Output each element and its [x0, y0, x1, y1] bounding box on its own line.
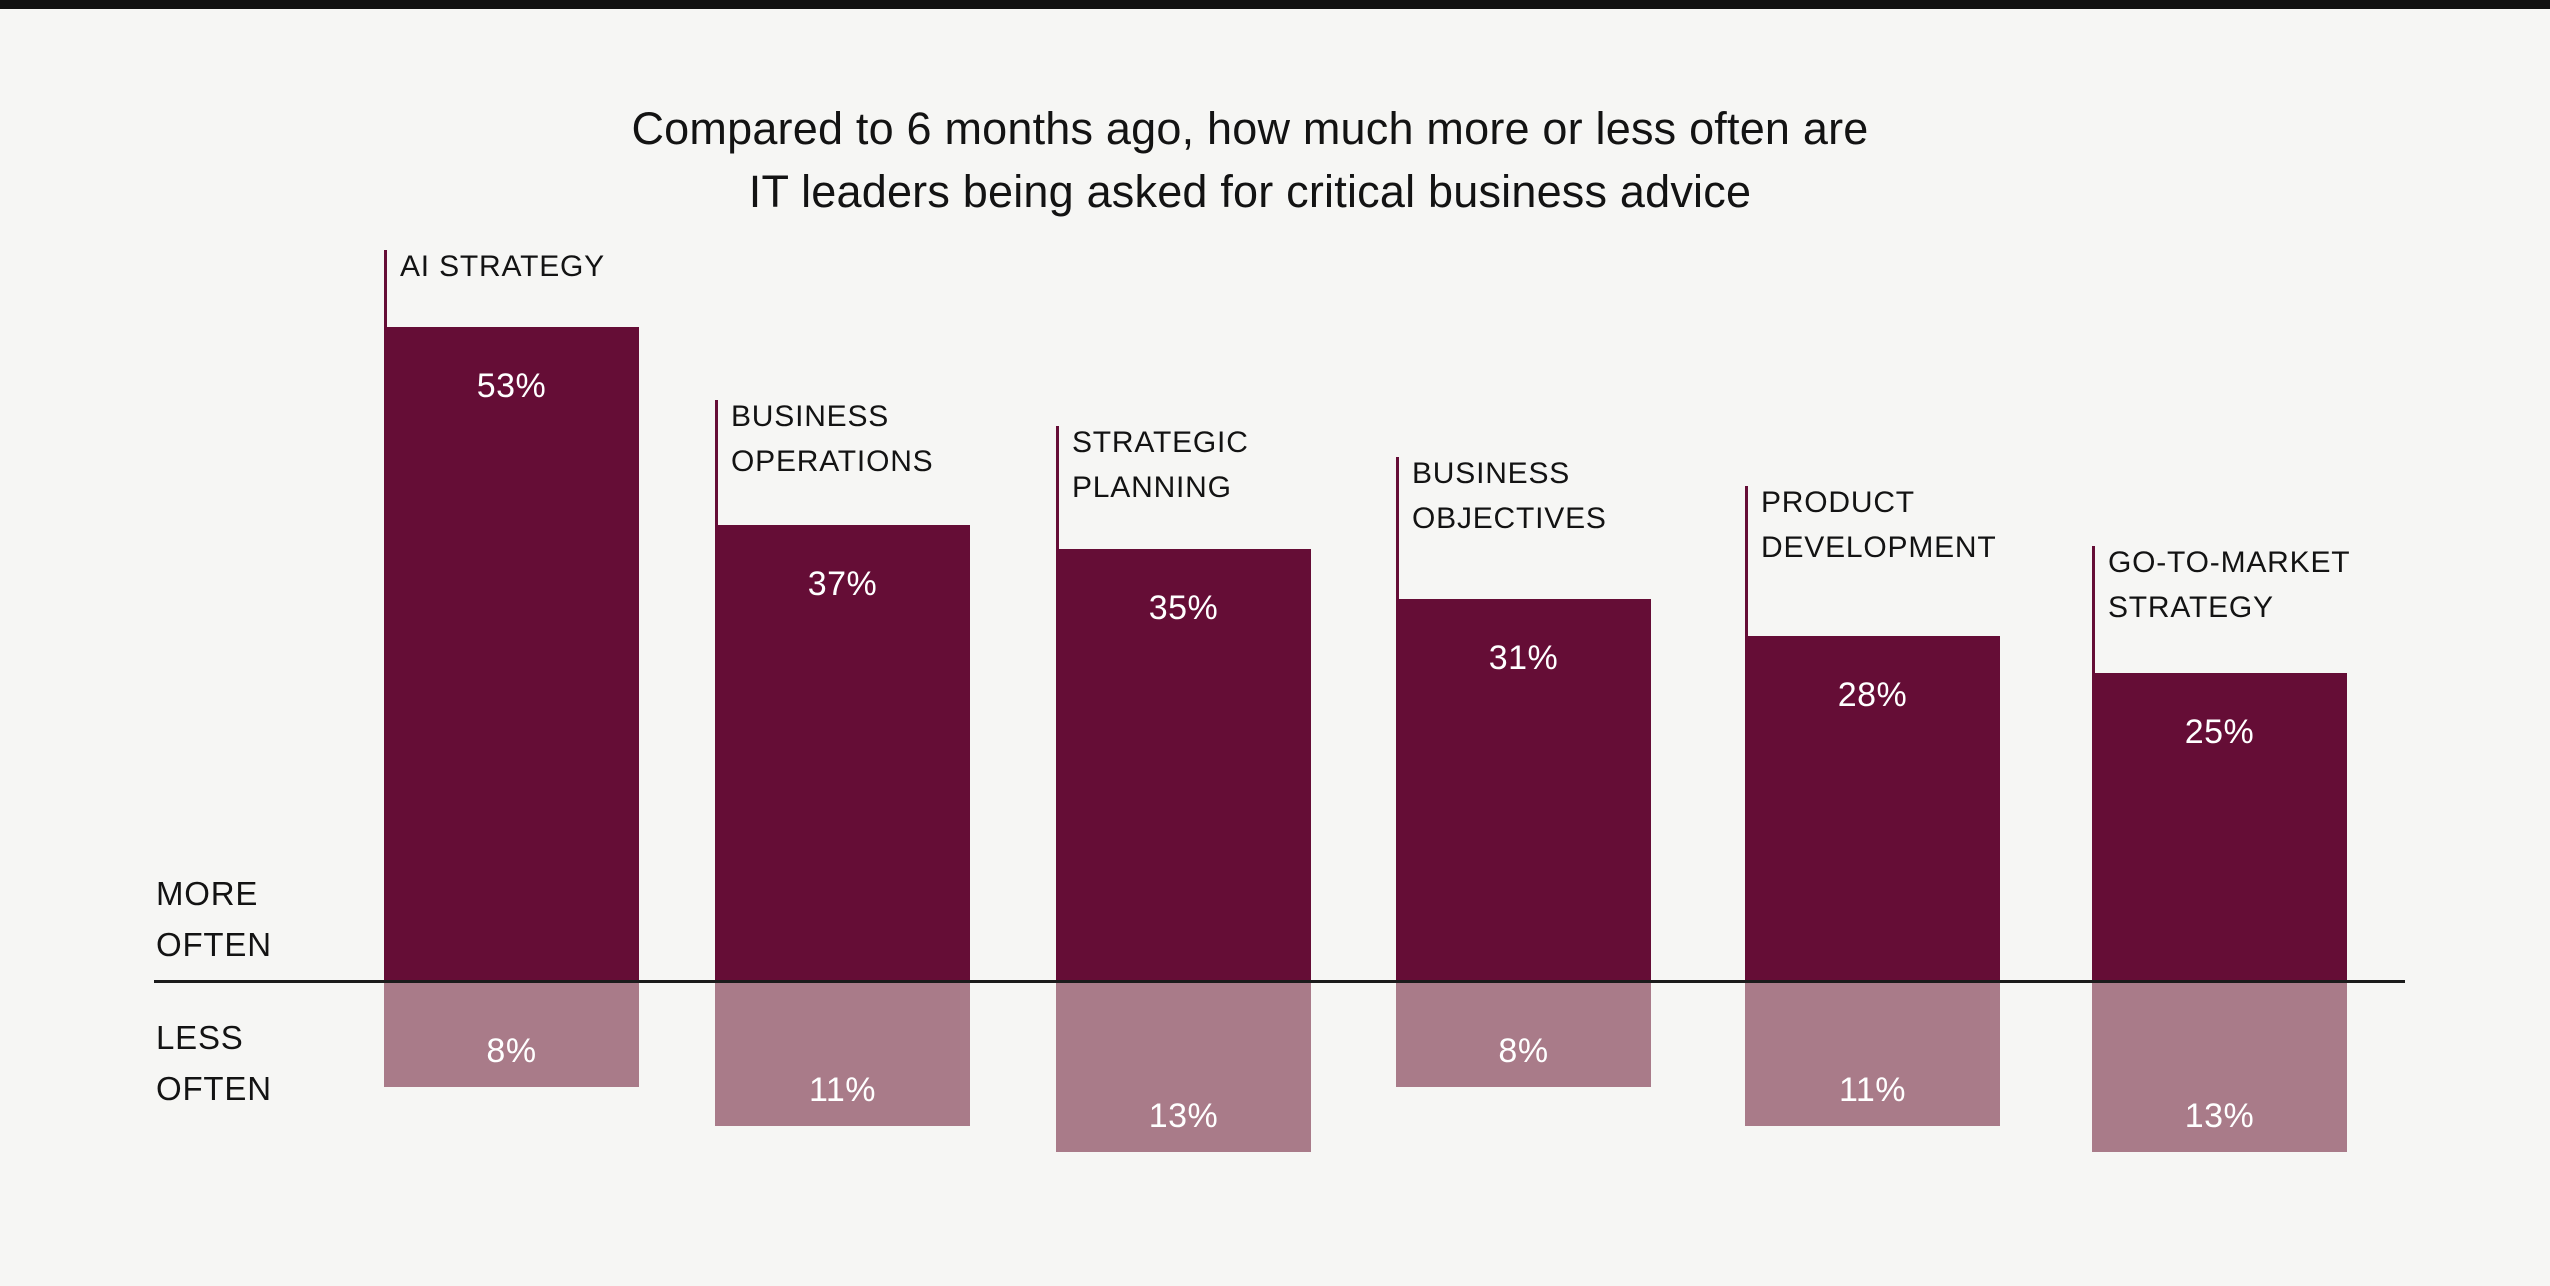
category-label: STRATEGIC PLANNING — [1072, 426, 1249, 504]
bar-more-often: 25% — [2092, 673, 2347, 980]
top-border-bar — [0, 0, 2550, 9]
chart-title: Compared to 6 months ago, how much more … — [0, 97, 2500, 223]
category-label: BUSINESS OPERATIONS — [731, 400, 934, 478]
category-tick — [1745, 486, 1748, 636]
bar-less-value: 11% — [1838, 1071, 1907, 1109]
chart-title-line1: Compared to 6 months ago, how much more … — [631, 103, 1869, 154]
category-label: GO-TO-MARKET STRATEGY — [2108, 546, 2351, 624]
bar-more-often: 37% — [715, 525, 970, 980]
bar-more-often: 28% — [1745, 636, 2000, 980]
category-label: PRODUCT DEVELOPMENT — [1761, 486, 1997, 564]
bar-less-value: 8% — [1498, 1032, 1549, 1070]
bar-more-value: 37% — [807, 565, 878, 603]
bar-less-often: 11% — [1745, 983, 2000, 1126]
bar-less-value: 13% — [1148, 1097, 1219, 1135]
bar-more-value: 25% — [2184, 713, 2255, 751]
category-label: BUSINESS OBJECTIVES — [1412, 457, 1607, 535]
category-tick — [2092, 546, 2095, 673]
bar-less-value: 8% — [486, 1032, 537, 1070]
bar-more-often: 53% — [384, 327, 639, 980]
bar-less-often: 11% — [715, 983, 970, 1126]
category-label: AI STRATEGY — [400, 250, 605, 283]
bar-more-often: 35% — [1056, 549, 1311, 980]
bar-more-value: 53% — [476, 367, 547, 405]
bar-more-value: 35% — [1148, 589, 1219, 627]
category-tick — [1056, 426, 1059, 549]
bar-less-often: 8% — [384, 983, 639, 1087]
category-tick — [384, 250, 387, 327]
bar-less-often: 13% — [2092, 983, 2347, 1152]
category-tick — [1396, 457, 1399, 599]
bar-less-often: 13% — [1056, 983, 1311, 1152]
less-often-axis-label: LESS OFTEN — [156, 1019, 272, 1107]
bar-more-often: 31% — [1396, 599, 1651, 980]
bar-less-often: 8% — [1396, 983, 1651, 1087]
baseline-axis — [154, 980, 2405, 983]
bar-less-value: 13% — [2184, 1097, 2255, 1135]
bar-more-value: 31% — [1488, 639, 1559, 677]
more-often-axis-label: MORE OFTEN — [156, 875, 272, 963]
chart-title-line2: IT leaders being asked for critical busi… — [748, 166, 1752, 217]
category-tick — [715, 400, 718, 525]
bar-more-value: 28% — [1837, 676, 1908, 714]
bar-less-value: 11% — [808, 1071, 877, 1109]
